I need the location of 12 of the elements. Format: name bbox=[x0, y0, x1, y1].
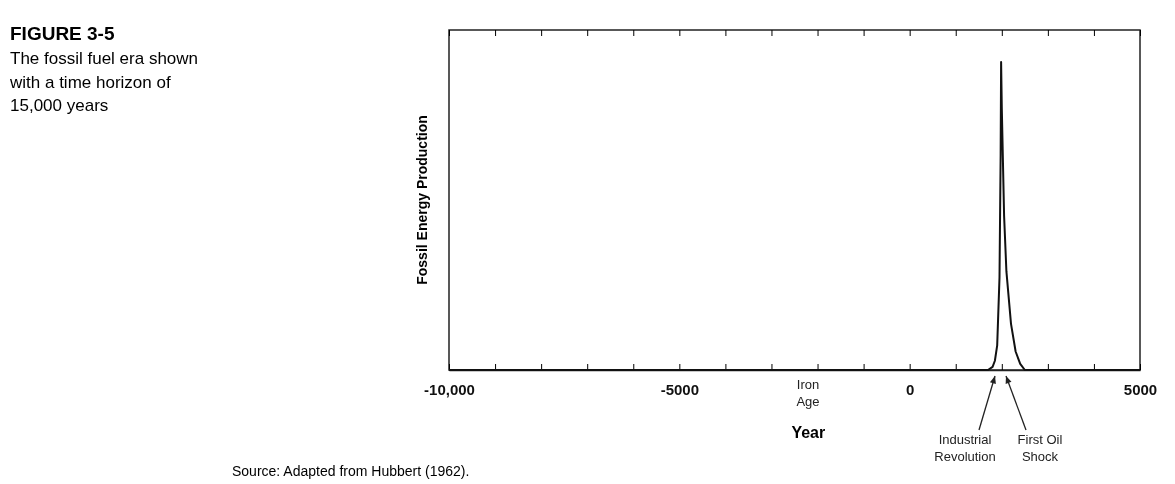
x-tick-label: -5000 bbox=[660, 380, 700, 398]
text: First Oil Shock bbox=[1017, 432, 1063, 464]
y-axis-title: Fossil Energy Production bbox=[414, 115, 430, 285]
text: Iron Age bbox=[796, 377, 820, 409]
text: FIGURE 3-5 bbox=[10, 23, 115, 44]
x-tick-label: 5000 bbox=[1123, 380, 1158, 398]
x-tick-label: 0 bbox=[905, 380, 915, 398]
text: The fossil fuel era shown with a time horizon of 15,000 years bbox=[9, 49, 199, 115]
text: Industrial Revolution bbox=[934, 432, 996, 464]
x-tick-label: -10,000 bbox=[424, 380, 475, 398]
x-axis-title: Year bbox=[791, 424, 826, 441]
source-note: Source: Adapted from Hubbert (1962). bbox=[232, 463, 470, 479]
